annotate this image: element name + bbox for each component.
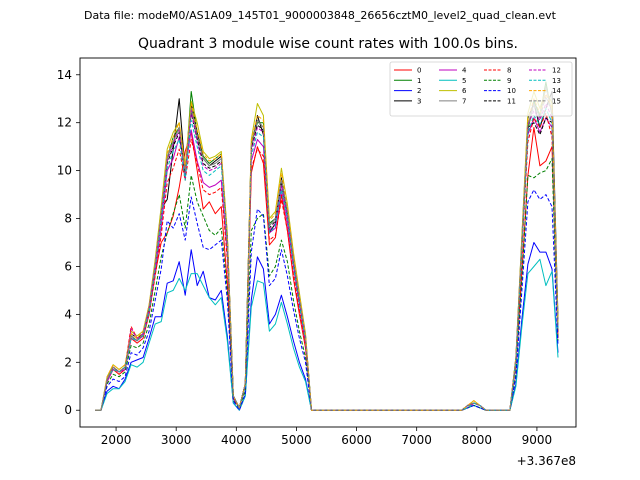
y-tick-label: 2 — [64, 355, 72, 369]
legend-label-7: 7 — [462, 97, 466, 105]
x-tick-label: 3000 — [161, 433, 192, 447]
legend-label-13: 13 — [552, 77, 561, 85]
figure-suptitle: Data file: modeM0/AS1A09_145T01_90000038… — [84, 9, 556, 22]
y-tick-label: 10 — [57, 164, 72, 178]
series-line-8 — [95, 112, 559, 411]
chart-title: Quadrant 3 module wise count rates with … — [138, 36, 518, 52]
y-tick-label: 6 — [64, 259, 72, 273]
x-tick-label: 4000 — [221, 433, 252, 447]
series-line-5 — [95, 258, 559, 411]
y-tick-label: 4 — [64, 307, 72, 321]
x-tick-label: 2000 — [101, 433, 132, 447]
y-tick-label: 0 — [64, 403, 72, 417]
y-tick-label: 8 — [64, 212, 72, 226]
legend-label-5: 5 — [462, 77, 466, 85]
series-line-15 — [95, 95, 559, 411]
legend-label-4: 4 — [462, 67, 467, 75]
series-line-6 — [95, 88, 559, 411]
series-line-7 — [95, 86, 559, 411]
x-tick-label: 6000 — [341, 433, 372, 447]
legend-label-8: 8 — [507, 67, 511, 75]
legend-label-2: 2 — [417, 87, 421, 95]
x-tick-label: 7000 — [401, 433, 432, 447]
series-line-2 — [95, 242, 559, 411]
legend-frame — [389, 61, 573, 117]
series-line-11 — [95, 112, 559, 411]
series-line-0 — [95, 127, 559, 411]
legend-label-11: 11 — [507, 97, 516, 105]
legend-label-12: 12 — [552, 67, 561, 75]
x-tick-label: 5000 — [281, 433, 312, 447]
y-tick-label: 14 — [57, 68, 72, 82]
x-tick-label: 9000 — [522, 433, 553, 447]
series-line-14 — [95, 93, 559, 411]
legend-label-9: 9 — [507, 77, 511, 85]
legend-label-15: 15 — [552, 97, 561, 105]
legend-label-10: 10 — [507, 87, 516, 95]
y-tick-label: 12 — [57, 116, 72, 130]
x-tick-label: 8000 — [462, 433, 493, 447]
x-offset-label: +3.367e8 — [517, 454, 576, 468]
series-line-12 — [95, 103, 559, 411]
legend-label-0: 0 — [417, 67, 421, 75]
series-line-3 — [95, 91, 559, 411]
legend-label-3: 3 — [417, 97, 421, 105]
legend-label-1: 1 — [417, 77, 421, 85]
series-line-13 — [95, 107, 559, 411]
series-lines — [95, 81, 559, 411]
legend-label-14: 14 — [552, 87, 561, 95]
legend-label-6: 6 — [462, 87, 467, 95]
series-line-4 — [95, 117, 559, 411]
plot-frame — [79, 57, 577, 428]
